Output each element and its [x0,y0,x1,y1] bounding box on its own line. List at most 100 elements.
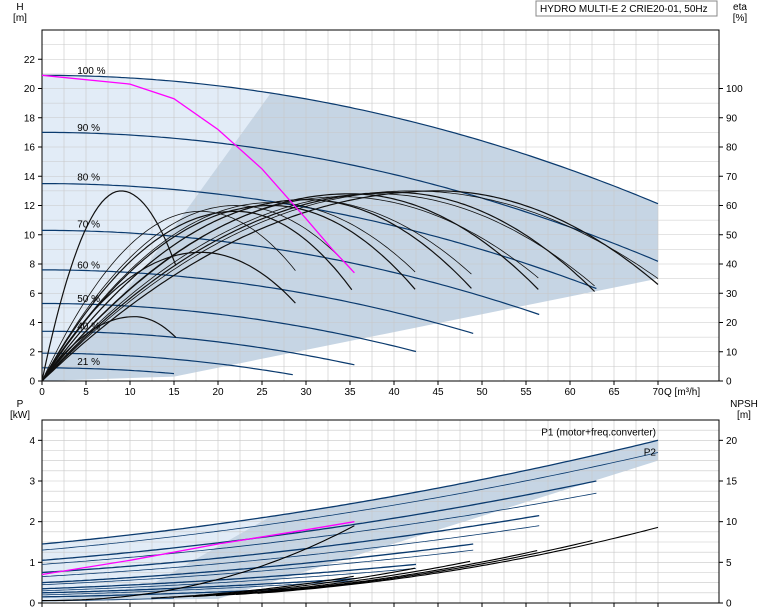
npsh-curve-3 [192,560,471,598]
efficiency-curve-11 [41,196,539,382]
efficiency-curve-14 [41,205,353,382]
efficiency-curve-15 [41,210,296,382]
x-axis-label: Q [m³/h] [664,387,700,398]
tuning-power-curve [41,521,355,576]
y2-tick-label: 70 [726,172,738,183]
head-curve-1 [42,131,659,262]
y-tick-label: 12 [24,201,36,212]
power-curve-2 [41,480,597,561]
head-curve-3 [42,229,540,316]
power-curve-3 [41,492,597,565]
x-tick-label: 15 [168,387,180,398]
x-tick-label: 45 [432,387,444,398]
y-axis-label: H [16,2,23,13]
power-curve-plot: P1 (motor+freq.converter) P2 0 1 2 3 4 0 5 10 15 20… [10,399,758,610]
y2-axis-label: NPSH [730,399,758,410]
y-tick-label: 2 [29,347,35,358]
y2-tick-label: 20 [726,436,738,447]
speed-label: 40 % [77,322,100,333]
y2-tick-label: 20 [726,318,738,329]
x-tick-label: 70 [652,387,664,398]
efficiency-curve-12 [41,199,472,382]
y-tick-label: 3 [29,477,35,488]
y2-tick-label: 80 [726,143,738,154]
y-tick-label: 4 [29,436,35,447]
y-tick-label: 4 [29,318,35,329]
x-tick-label: 20 [212,387,224,398]
y2-tick-label: 40 [726,260,738,271]
x-tick-label: 55 [520,387,532,398]
power-curve-0 [41,439,659,545]
speed-label: 50 % [77,294,100,305]
x-tick-label: 30 [300,387,312,398]
y-axis-unit: [m] [13,13,27,24]
efficiency-curve-9 [41,190,659,382]
speed-label: 70 % [77,219,100,230]
speed-label: 100 % [77,66,105,77]
y-tick-label: 6 [29,289,35,300]
series-label: P2 [644,448,657,459]
npsh-curve-2 [215,550,538,597]
x-tick-label: 35 [344,387,356,398]
y2-tick-label: 30 [726,289,738,300]
power-curve-1 [41,452,659,551]
x-tick-label: 60 [564,387,576,398]
y-tick-label: 0 [29,599,35,610]
x-tick-label: 50 [476,387,488,398]
power-curve-9 [41,568,417,592]
y-tick-label: 1 [29,558,35,569]
y-tick-label: 0 [29,377,35,388]
y2-tick-label: 0 [726,377,732,388]
x-tick-label: 10 [124,387,136,398]
head-curve-2 [42,183,597,290]
power-curve-7 [41,549,474,586]
x-tick-label: 5 [83,387,89,398]
efficiency-curve-10 [41,193,595,382]
y2-tick-label: 10 [726,347,738,358]
y-tick-label: 22 [24,55,36,66]
y2-tick-label: 60 [726,201,738,212]
y2-axis-unit: [m] [737,410,751,421]
y2-tick-label: 50 [726,230,738,241]
x-tick-label: 25 [256,387,268,398]
efficiency-curve-8 [41,190,659,382]
npsh-curve-5 [151,575,354,599]
head-curve-0 [42,74,659,205]
x-tick-label: 40 [388,387,400,398]
x-tick-label: 65 [608,387,620,398]
speed-label: 21 % [77,357,100,368]
speed-label: 60 % [77,260,100,271]
y-tick-label: 18 [24,113,36,124]
y2-axis-label: eta [733,2,747,13]
y2-tick-label: 0 [726,599,732,610]
speed-label: 90 % [77,123,100,134]
tuning-curve [41,74,355,274]
head-curve-6 [42,330,355,366]
y-axis-label: P [17,399,24,410]
y2-tick-label: 90 [726,113,738,124]
efficiency-curve-13 [41,202,416,382]
head-curve-4 [42,269,474,334]
pump-curve-plot: 100 % 90 % 80 % 70 % 60 % 50 % 40 % 21 % 0 5 10 15 2… [13,2,747,398]
y-tick-label: 14 [24,172,36,183]
series-label: P1 (motor+freq.converter) [541,427,656,438]
head-curve-7 [42,352,293,376]
efficiency-curve-4 [41,204,416,382]
efficiency-curve-0 [41,190,177,382]
y-tick-label: 10 [24,230,36,241]
y2-tick-label: 5 [726,558,732,569]
y2-axis-unit: [%] [733,13,748,24]
chart-title: HYDRO MULTI-E 2 CRIE20-01, 50Hz [540,4,708,15]
y2-tick-label: 100 [726,84,743,95]
speed-label: 80 % [77,173,100,184]
head-curve-8 [42,367,175,375]
plot-border [41,419,720,604]
power-curve-5 [41,525,540,577]
efficiency-curve-7 [41,191,596,382]
y2-tick-label: 15 [726,477,738,488]
x-tick-label: 0 [39,387,45,398]
power-curve-8 [41,563,417,590]
y-axis-unit: [kW] [10,410,30,421]
